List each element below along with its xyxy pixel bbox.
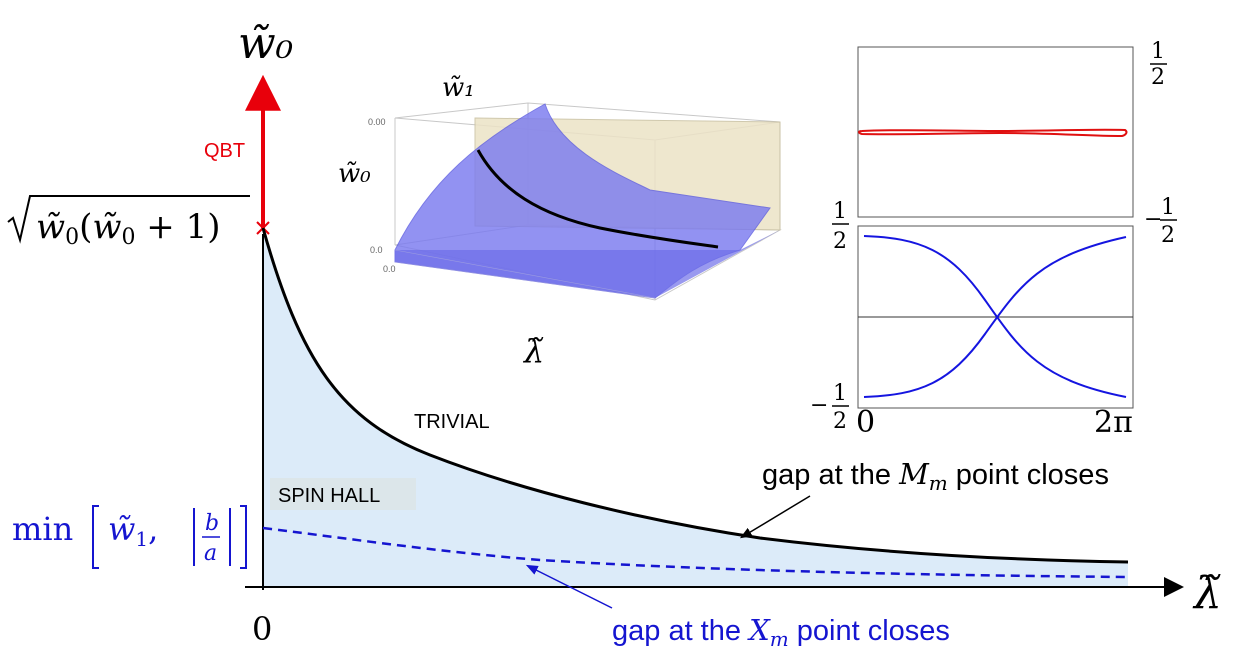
- wilson-upper-half-top: 1: [1151, 39, 1165, 64]
- x-axis-label: λ̃: [1192, 568, 1222, 619]
- x-point-boundary-curve: [262, 526, 1129, 579]
- wilson-lower-half-top: 1: [833, 199, 847, 224]
- y-tick-upper: w̃0(w̃0 + 1): [7, 195, 250, 250]
- svg-text:w̃1,: w̃1,: [108, 510, 158, 551]
- svg-text:b: b: [205, 511, 219, 536]
- svg-text:a: a: [204, 541, 217, 566]
- qbt-label: QBT: [204, 140, 245, 162]
- inset-tick-top: 0.00: [368, 117, 386, 127]
- x-point-arrow: [525, 564, 613, 609]
- svg-text:1: 1: [833, 381, 847, 406]
- inset-3d-plot: 0.00 0.0 0.0 w̃₁ w̃₀ λ̃: [338, 73, 782, 370]
- svg-text:2: 2: [833, 229, 847, 254]
- inset-critical-curve: [476, 149, 719, 249]
- m-point-arrow: [739, 495, 811, 539]
- inset-tick-mid: 0.0: [370, 245, 383, 255]
- inset-lambda-label: λ̃: [522, 332, 544, 370]
- svg-text:min: min: [12, 510, 73, 548]
- trivial-label: TRIVIAL: [414, 411, 490, 433]
- inset-tick-bottom: 0.0: [383, 264, 396, 274]
- spin-hall-label: SPIN HALL: [278, 485, 380, 507]
- svg-text:2: 2: [1161, 223, 1175, 248]
- m-point-boundary-curve: [261, 227, 1129, 564]
- wilson-x-start: 0: [856, 405, 875, 440]
- x-point-annotation: gap at the Xm point closes: [612, 613, 950, 651]
- svg-text:2: 2: [1151, 65, 1165, 90]
- svg-text:2: 2: [833, 409, 847, 434]
- inset-w0-label: w̃₀: [338, 159, 371, 189]
- band-descending: [863, 235, 1127, 398]
- spin-hall-region: [263, 228, 1128, 586]
- inset-wilson-upper: 1 2 − 1 2: [857, 39, 1177, 248]
- band-ascending: [863, 236, 1127, 398]
- origin-label: 0: [252, 610, 272, 648]
- y-axis-label: w̃₀: [238, 18, 294, 69]
- y-tick-lower: min w̃1, b a: [12, 505, 247, 569]
- svg-text:w̃0(w̃0 + 1): w̃0(w̃0 + 1): [36, 207, 220, 250]
- svg-text:1: 1: [1161, 195, 1175, 220]
- spin-hall-label-bg: [270, 478, 416, 510]
- wilson-lower-half-bottom: −: [810, 393, 828, 418]
- inset-w1-label: w̃₁: [442, 73, 475, 103]
- m-point-annotation: gap at the Mm point closes: [762, 457, 1109, 495]
- wilson-x-end: 2π: [1094, 405, 1133, 440]
- inset-wilson-lower: 1 2 − 1 2 0 2π: [810, 199, 1134, 440]
- wilson-upper-half-bottom: −: [1144, 207, 1162, 232]
